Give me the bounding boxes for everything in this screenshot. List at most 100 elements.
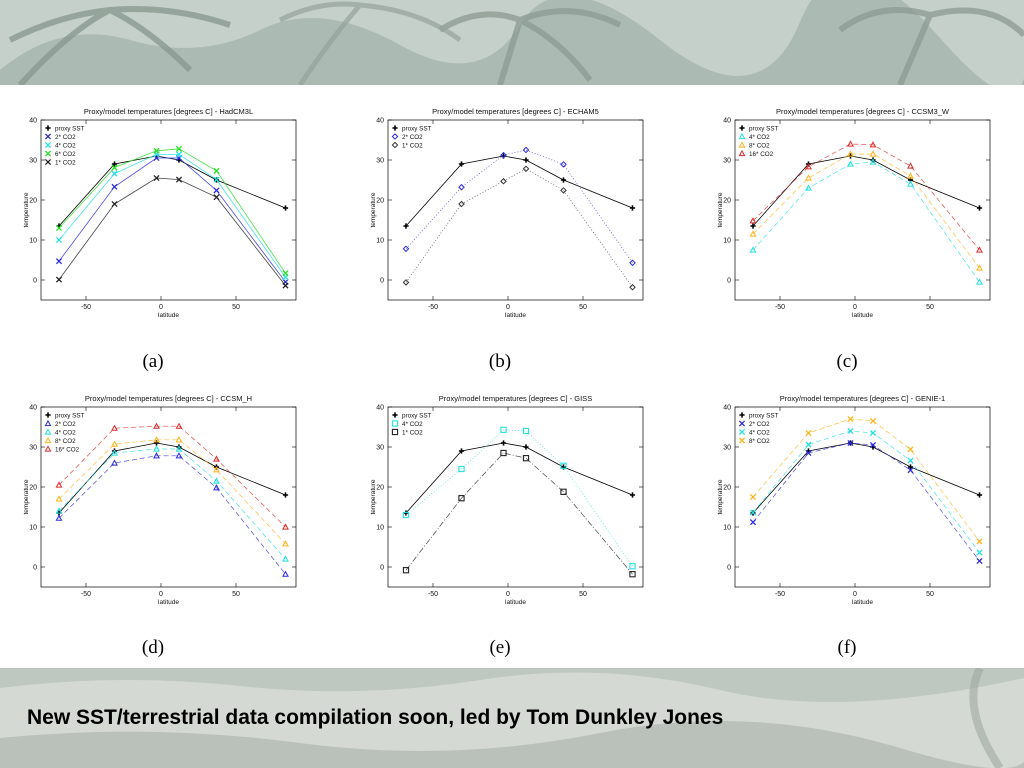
- legend-label: proxy SST: [402, 126, 432, 133]
- series-line: [752, 442, 980, 514]
- data-point: [282, 205, 289, 211]
- data-point: [976, 246, 983, 253]
- data-point: [153, 147, 160, 154]
- data-point: [402, 567, 410, 574]
- data-point: [153, 436, 160, 443]
- data-point: [500, 426, 507, 433]
- data-point: [907, 467, 914, 474]
- data-point: [560, 177, 567, 183]
- data-point: [403, 223, 409, 229]
- data-point: [869, 158, 877, 165]
- series-1: [749, 158, 983, 285]
- legend-marker: [739, 125, 745, 131]
- data-point: [458, 448, 465, 454]
- y-tick-label: 0: [727, 278, 731, 285]
- legend-label: 8* CO2: [55, 438, 76, 445]
- data-point: [805, 449, 812, 457]
- legend-marker: [44, 445, 52, 452]
- caption-a: (a): [142, 351, 164, 372]
- series-1: [749, 439, 983, 565]
- data-point: [869, 441, 877, 449]
- data-point: [805, 163, 812, 170]
- y-axis-label: temperature: [717, 192, 724, 227]
- x-axis-label: latitude: [505, 599, 526, 606]
- plot-frame: [734, 119, 991, 301]
- chart-title: Proxy/model temperatures [degrees C] - C…: [85, 394, 252, 403]
- caption-b: (b): [488, 351, 512, 372]
- series-2: [55, 151, 289, 281]
- x-axis-label: latitude: [852, 599, 873, 606]
- data-point: [111, 440, 118, 447]
- series-line: [752, 418, 980, 542]
- series-line: [752, 155, 980, 227]
- data-point: [213, 167, 220, 174]
- data-point: [111, 164, 118, 171]
- plot-frame: [40, 406, 297, 588]
- legend-marker: [391, 141, 399, 149]
- data-point: [282, 270, 289, 277]
- legend-marker: [739, 412, 745, 418]
- data-point: [111, 183, 118, 190]
- series-1: [55, 154, 289, 286]
- data-point: [907, 162, 914, 169]
- data-point: [869, 141, 877, 148]
- x-tick-label: 50: [579, 591, 587, 598]
- data-point: [153, 422, 160, 429]
- data-point: [175, 145, 183, 152]
- data-point: [629, 492, 636, 498]
- series-0: [750, 153, 983, 229]
- data-point: [175, 422, 183, 429]
- x-tick-label: -50: [428, 304, 438, 311]
- data-point: [560, 462, 567, 469]
- data-point: [629, 283, 636, 291]
- data-point: [847, 415, 854, 423]
- y-tick-label: 20: [376, 485, 384, 492]
- y-tick-label: 0: [33, 278, 37, 285]
- legend-label: 2* CO2: [55, 134, 76, 141]
- data-point: [907, 464, 914, 470]
- data-point: [153, 440, 160, 446]
- series-2: [749, 150, 983, 271]
- legend-label: proxy SST: [402, 413, 432, 420]
- data-point: [907, 446, 914, 453]
- chart-title: Proxy/model temperatures [degrees C] - G…: [780, 394, 945, 403]
- data-point: [976, 549, 983, 556]
- series-1: [402, 146, 636, 267]
- data-point: [111, 459, 118, 466]
- legend-label: 2* CO2: [402, 134, 423, 141]
- legend-marker: [392, 125, 398, 131]
- data-point: [805, 174, 812, 181]
- series-2: [55, 445, 289, 562]
- y-tick-label: 20: [29, 198, 37, 205]
- plot-frame: [734, 406, 991, 588]
- caption-d: (d): [141, 637, 165, 658]
- data-point: [749, 493, 757, 501]
- legend-marker: [45, 412, 51, 418]
- y-tick-label: 0: [33, 565, 37, 572]
- data-point: [55, 258, 63, 265]
- series-line: [405, 452, 633, 575]
- data-point: [213, 187, 220, 194]
- data-point: [500, 449, 507, 457]
- data-point: [976, 264, 983, 271]
- data-point: [111, 449, 118, 456]
- legend-marker: [391, 133, 399, 140]
- data-point: [847, 160, 854, 167]
- x-tick-label: -50: [428, 591, 438, 598]
- legend-marker: [738, 132, 746, 140]
- header-photo-banner: [0, 0, 1024, 85]
- data-point: [629, 563, 636, 570]
- chart-panel-d: Proxy/model temperatures [degrees C] - C…: [5, 390, 305, 606]
- data-point: [847, 140, 854, 147]
- x-axis-label: latitude: [852, 312, 873, 319]
- legend-label: proxy SST: [55, 126, 85, 133]
- data-point: [976, 278, 983, 285]
- data-point: [847, 439, 854, 447]
- data-point: [749, 509, 757, 516]
- y-tick-label: 10: [376, 238, 384, 245]
- x-tick-label: -50: [775, 304, 785, 311]
- y-tick-label: 30: [376, 445, 384, 452]
